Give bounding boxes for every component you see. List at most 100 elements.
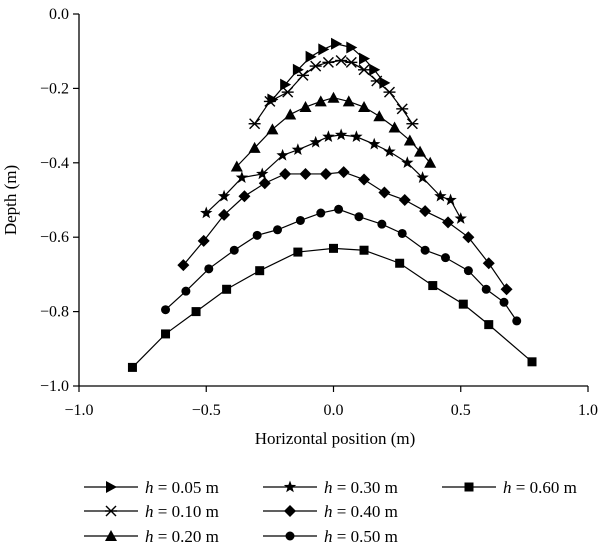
data-point bbox=[397, 228, 407, 238]
data-point bbox=[200, 206, 213, 219]
data-point bbox=[358, 101, 371, 112]
data-point bbox=[248, 141, 261, 153]
data-point bbox=[359, 52, 371, 65]
x-tick-label: −1.0 bbox=[64, 402, 93, 419]
legend-marker bbox=[285, 531, 295, 541]
axes bbox=[78, 14, 588, 387]
data-point bbox=[345, 56, 358, 68]
data-point bbox=[378, 186, 391, 199]
data-point bbox=[276, 148, 289, 161]
data-point bbox=[416, 171, 429, 183]
data-point bbox=[263, 95, 276, 107]
data-point bbox=[248, 118, 261, 130]
data-point bbox=[314, 95, 327, 107]
data-point bbox=[403, 134, 416, 146]
data-point bbox=[161, 305, 171, 315]
data-point bbox=[383, 145, 396, 157]
data-point bbox=[368, 137, 381, 150]
series-line bbox=[271, 43, 385, 100]
plot-area bbox=[127, 37, 537, 372]
data-point bbox=[296, 69, 309, 81]
data-point bbox=[331, 37, 343, 50]
data-point bbox=[358, 173, 371, 186]
legend-marker bbox=[105, 505, 117, 517]
data-point bbox=[235, 171, 249, 183]
data-point bbox=[396, 103, 409, 115]
data-point bbox=[444, 193, 457, 206]
y-tick-label: −0.2 bbox=[40, 80, 69, 97]
data-point bbox=[197, 234, 210, 247]
data-point bbox=[293, 247, 303, 257]
data-point bbox=[222, 284, 232, 294]
data-point bbox=[273, 225, 283, 235]
legend-item: h = 0.30 m bbox=[263, 478, 398, 497]
data-point bbox=[414, 145, 427, 157]
x-tick-label: 1.0 bbox=[578, 402, 598, 419]
series-circle bbox=[161, 204, 522, 326]
data-point bbox=[318, 43, 330, 56]
data-point bbox=[359, 245, 369, 255]
data-point bbox=[406, 118, 419, 130]
data-point bbox=[334, 204, 344, 214]
data-point bbox=[346, 41, 358, 54]
data-point bbox=[369, 63, 381, 76]
data-point bbox=[428, 281, 438, 291]
series-square bbox=[127, 243, 537, 372]
data-point bbox=[309, 60, 322, 72]
data-point bbox=[238, 190, 251, 203]
data-point bbox=[127, 362, 137, 372]
legend-label: h = 0.05 m bbox=[145, 478, 219, 497]
legend-label: h = 0.10 m bbox=[145, 502, 219, 521]
data-point bbox=[383, 86, 396, 98]
legend-marker bbox=[464, 482, 474, 492]
data-point bbox=[354, 212, 364, 222]
series-star bbox=[200, 128, 467, 224]
data-point bbox=[358, 64, 371, 76]
y-tick-label: −0.6 bbox=[40, 229, 69, 246]
legend-item: h = 0.05 m bbox=[84, 478, 219, 497]
series-triangle-up bbox=[230, 91, 437, 172]
data-point bbox=[499, 297, 509, 307]
data-point bbox=[258, 177, 271, 190]
x-tick-label: 0.0 bbox=[324, 402, 344, 419]
data-point bbox=[420, 245, 430, 255]
data-point bbox=[527, 357, 537, 367]
legend-label: h = 0.20 m bbox=[145, 527, 219, 546]
data-point bbox=[284, 108, 297, 120]
y-tick-label: −0.4 bbox=[40, 155, 69, 172]
legend-item: h = 0.10 m bbox=[84, 502, 219, 521]
series-diamond bbox=[177, 166, 513, 296]
data-point bbox=[398, 194, 411, 206]
x-axis-title: Horizontal position (m) bbox=[255, 429, 416, 448]
data-point bbox=[329, 243, 338, 253]
data-point bbox=[316, 208, 326, 218]
data-point bbox=[484, 320, 494, 330]
data-point bbox=[291, 143, 305, 156]
data-point bbox=[419, 205, 432, 218]
y-ticks: 0.0 −0.2 −0.4 −0.6 −0.8 −1.0 bbox=[40, 6, 79, 395]
legend-label: h = 0.60 m bbox=[503, 478, 577, 497]
series-line bbox=[236, 97, 431, 167]
data-point bbox=[217, 189, 231, 202]
data-point bbox=[440, 253, 450, 263]
data-point bbox=[299, 167, 312, 180]
data-point bbox=[299, 101, 312, 112]
y-tick-label: −1.0 bbox=[40, 378, 69, 395]
data-point bbox=[337, 166, 350, 179]
data-point bbox=[279, 167, 292, 180]
legend-label: h = 0.40 m bbox=[324, 502, 398, 521]
data-point bbox=[256, 167, 269, 180]
data-point bbox=[350, 130, 363, 143]
data-point bbox=[327, 91, 340, 103]
data-point bbox=[370, 75, 383, 87]
data-point bbox=[218, 208, 231, 221]
data-point bbox=[191, 307, 201, 317]
data-point bbox=[458, 299, 468, 309]
data-point bbox=[229, 245, 239, 255]
x-tick-label: −0.5 bbox=[192, 402, 221, 419]
data-point bbox=[295, 215, 305, 225]
data-point bbox=[281, 86, 294, 98]
legend-item: h = 0.20 m bbox=[84, 527, 219, 546]
data-point bbox=[334, 128, 348, 141]
